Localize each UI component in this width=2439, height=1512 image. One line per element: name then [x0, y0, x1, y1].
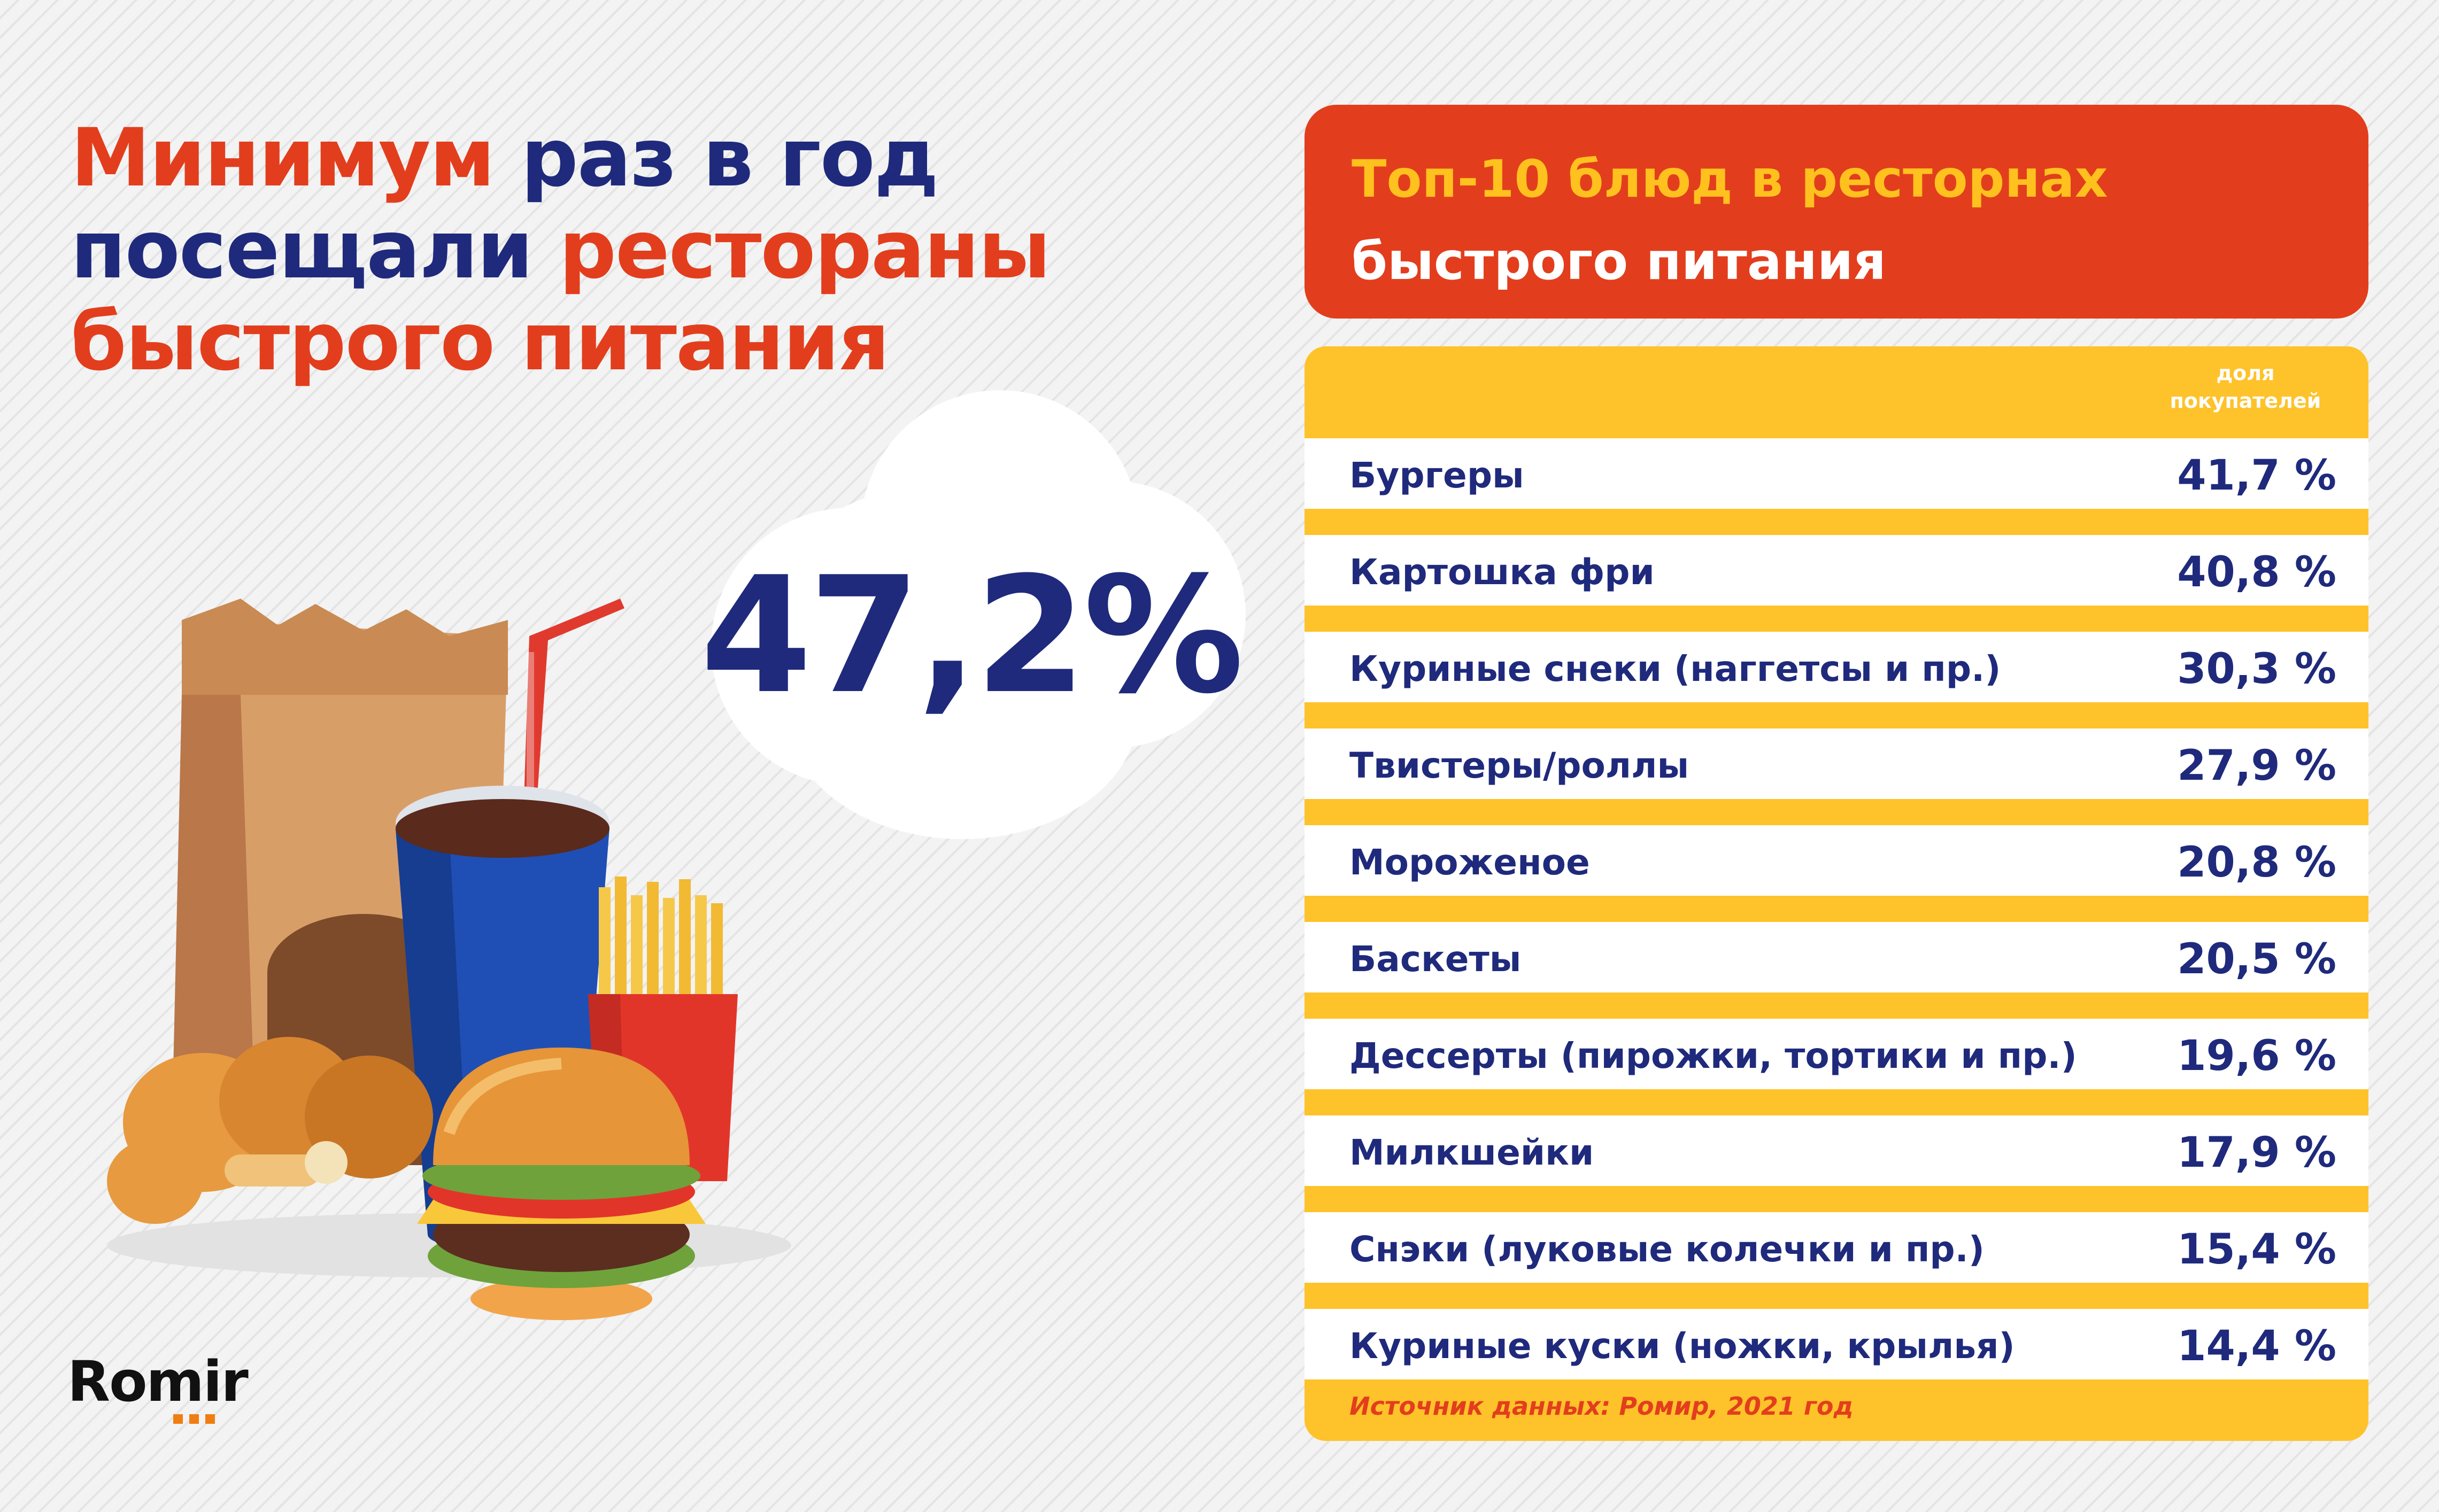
table-row: Куриные куски (ножки, крылья) 14,4 % — [1305, 1309, 2368, 1379]
row-value: 20,5 % — [2177, 935, 2336, 983]
headline: Минимум раз в год посещали рестораны быс… — [71, 112, 1086, 388]
row-label: Куриные куски (ножки, крылья) — [1349, 1325, 2015, 1367]
column-header-line-1: доля — [2216, 361, 2275, 385]
table-row: Десcерты (пирожки, тортики и пр.) 19,6 % — [1305, 1019, 2368, 1089]
big-stat-value: 47,2% — [700, 542, 1244, 729]
row-value: 17,9 % — [2177, 1129, 2336, 1177]
headline-line-3: быстрого питания — [71, 296, 1086, 388]
data-source-note: Источник данных: Ромир, 2021 год — [1349, 1392, 1854, 1421]
table-row: Милкшейки 17,9 % — [1305, 1115, 2368, 1186]
row-value: 20,8 % — [2177, 839, 2336, 887]
stat-cloud — [700, 390, 1262, 850]
row-label: Баскеты — [1349, 939, 1522, 980]
fast-food-illustration — [107, 599, 791, 1320]
romir-logo-text: Romir — [67, 1349, 249, 1414]
romir-logo-dots-icon — [173, 1414, 215, 1424]
headline-line-2: посещали рестораны — [71, 204, 1086, 296]
row-label: Милкшейки — [1349, 1132, 1594, 1173]
row-label: Куриные снеки (наггетсы и пр.) — [1349, 648, 2001, 689]
table-row: Куриные снеки (наггетсы и пр.) 30,3 % — [1305, 632, 2368, 702]
table-row: Бургеры 41,7 % — [1305, 438, 2368, 509]
row-value: 14,4 % — [2177, 1322, 2336, 1370]
column-header-line-2: покупателей — [2170, 389, 2321, 413]
row-label: Мороженое — [1349, 842, 1590, 883]
headline-word-minimum: Минимум — [71, 112, 495, 205]
headline-word-fast-food: быстрого питания — [71, 296, 890, 389]
column-header-buyer-share: доля покупателей — [2133, 359, 2358, 415]
headline-word-restaurants: рестораны — [559, 204, 1051, 297]
table-row: Мороженое 20,8 % — [1305, 825, 2368, 896]
table-title-box: Топ-10 блюд в ресторнах быстрого питания — [1305, 105, 2368, 319]
row-value: 30,3 % — [2177, 645, 2336, 693]
headline-word-once-a-year: раз в год — [521, 112, 939, 205]
table-row: Картошка фри 40,8 % — [1305, 535, 2368, 606]
row-label: Картошка фри — [1349, 552, 1655, 593]
romir-logo: Romir — [67, 1349, 249, 1424]
row-label: Твистеры/роллы — [1349, 745, 1689, 786]
table-title-line-1: Топ-10 блюд в ресторнах — [1352, 149, 2108, 209]
burger-icon — [417, 1048, 706, 1320]
row-value: 19,6 % — [2177, 1032, 2336, 1080]
row-value: 41,7 % — [2177, 452, 2336, 500]
table-row: Снэки (луковые колечки и пр.) 15,4 % — [1305, 1212, 2368, 1283]
row-label: Снэки (луковые колечки и пр.) — [1349, 1229, 1985, 1270]
chicken-leg-icon — [107, 1037, 433, 1224]
table-row: Баскеты 20,5 % — [1305, 922, 2368, 993]
table-row: Твистеры/роллы 27,9 % — [1305, 728, 2368, 799]
row-value: 27,9 % — [2177, 742, 2336, 790]
headline-line-1: Минимум раз в год — [71, 112, 1086, 204]
headline-word-visited: посещали — [71, 204, 533, 297]
table-title-line-2: быстрого питания — [1352, 231, 1886, 291]
row-label: Десcерты (пирожки, тортики и пр.) — [1349, 1035, 2077, 1076]
row-label: Бургеры — [1349, 455, 1524, 496]
row-value: 15,4 % — [2177, 1226, 2336, 1274]
row-value: 40,8 % — [2177, 548, 2336, 596]
